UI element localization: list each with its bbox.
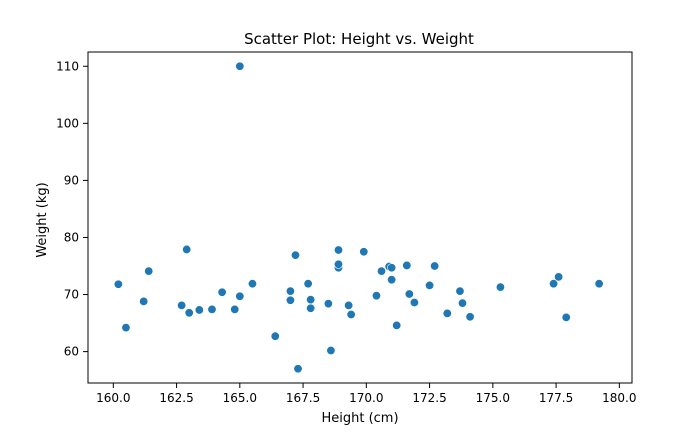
data-point: [409, 298, 419, 308]
y-tick-label: 70: [64, 288, 79, 302]
x-tick-label: 162.5: [159, 391, 193, 405]
y-axis-label: Weight (kg): [35, 182, 50, 257]
data-point: [270, 331, 280, 341]
data-point: [121, 323, 131, 333]
y-tick-label: 80: [64, 230, 79, 244]
data-point: [113, 279, 123, 289]
data-point: [177, 300, 187, 310]
x-tick-label: 175.0: [476, 391, 510, 405]
data-point: [207, 304, 217, 314]
data-point: [455, 286, 465, 296]
y-tick-label: 100: [56, 116, 79, 130]
data-point: [194, 305, 204, 315]
data-point: [306, 303, 316, 313]
data-point: [402, 260, 412, 270]
data-point: [495, 282, 505, 292]
data-point: [344, 300, 354, 310]
chart-title: Scatter Plot: Height vs. Weight: [244, 30, 474, 48]
data-point: [554, 272, 564, 282]
y-tick-label: 90: [64, 173, 79, 187]
data-point: [457, 298, 467, 308]
x-tick-label: 170.0: [349, 391, 383, 405]
data-point: [303, 279, 313, 289]
data-point: [561, 312, 571, 322]
data-point: [465, 312, 475, 322]
data-point: [346, 310, 356, 320]
x-tick-label: 172.5: [412, 391, 446, 405]
data-point: [442, 308, 452, 318]
data-point: [594, 279, 604, 289]
data-point: [333, 245, 343, 255]
x-axis-label: Height (cm): [321, 411, 398, 426]
data-point: [371, 291, 381, 301]
x-tick-label: 160.0: [96, 391, 130, 405]
data-point: [387, 263, 397, 273]
data-point: [184, 308, 194, 318]
data-point: [182, 244, 192, 254]
data-point: [333, 259, 343, 269]
x-tick-label: 165.0: [223, 391, 257, 405]
data-point: [392, 320, 402, 330]
data-point: [425, 280, 435, 290]
data-point: [230, 304, 240, 314]
x-axis: 160.0 162.5 165.0 167.5 170.0 172.5 175.0 177.5…: [96, 383, 637, 405]
plot-frame: [87, 51, 633, 384]
y-axis: 60 70 80 90 100 110: [56, 59, 88, 359]
data-point: [217, 287, 227, 297]
data-point: [326, 345, 336, 355]
data-point: [359, 247, 369, 257]
x-tick-label: 177.5: [539, 391, 573, 405]
data-point: [293, 364, 303, 374]
data-point: [285, 295, 295, 305]
data-point: [323, 299, 333, 309]
data-point: [235, 291, 245, 301]
data-points: [113, 61, 604, 374]
data-point: [139, 296, 149, 306]
data-point: [290, 250, 300, 260]
data-point: [247, 279, 257, 289]
data-point: [377, 266, 387, 276]
data-point: [306, 295, 316, 305]
y-tick-label: 60: [64, 345, 79, 359]
data-point: [404, 289, 414, 299]
data-point: [285, 286, 295, 296]
data-point: [549, 279, 559, 289]
x-tick-label: 167.5: [286, 391, 320, 405]
data-point: [235, 61, 245, 71]
y-tick-label: 110: [56, 59, 79, 73]
data-point: [387, 275, 397, 285]
data-point: [144, 266, 154, 276]
data-point: [430, 261, 440, 271]
x-tick-label: 180.0: [602, 391, 636, 405]
